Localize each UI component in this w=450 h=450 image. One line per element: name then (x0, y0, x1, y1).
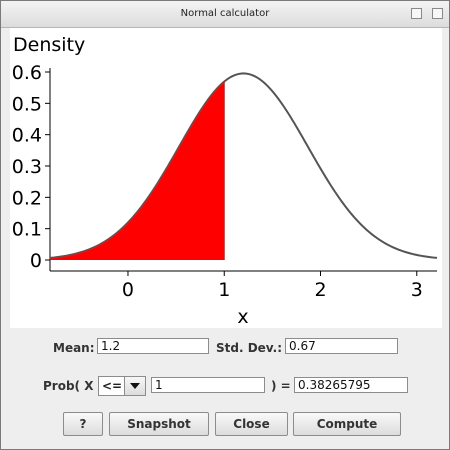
operator-select[interactable]: <= (98, 376, 146, 396)
density-chart: Density x 0 0.1 0.2 0.3 0.4 0.5 0.6 0 1 2 3 (12, 34, 438, 328)
calculator-form: Mean: Std. Dev.: Prob( X <= ) = ? Snapsh… (1, 328, 449, 449)
y-tick-label: 0 (30, 250, 42, 272)
x-tick-label: 2 (314, 279, 326, 301)
equals-label: ) = (271, 379, 291, 393)
mean-label: Mean: (53, 341, 95, 355)
compute-button[interactable]: Compute (293, 412, 401, 436)
operator-value: <= (102, 379, 123, 393)
mean-input[interactable] (97, 338, 209, 354)
snapshot-button[interactable]: Snapshot (109, 412, 209, 436)
x-axis-label: x (237, 306, 248, 328)
dropdown-arrow-icon[interactable] (124, 377, 145, 395)
y-tick-label: 0.1 (12, 219, 42, 241)
result-field[interactable] (294, 377, 408, 393)
shaded-probability-area (50, 81, 225, 260)
y-tick-label: 0.5 (12, 93, 42, 115)
y-axis-label: Density (13, 34, 85, 56)
density-curve (49, 72, 438, 259)
help-button[interactable]: ? (63, 412, 103, 436)
window-title: Normal calculator (180, 8, 270, 19)
title-bar[interactable]: Normal calculator (1, 1, 449, 28)
y-tick-label: 0.6 (12, 62, 42, 84)
density-plot: Density x 0 0.1 0.2 0.3 0.4 0.5 0.6 0 1 2 3 (10, 28, 442, 328)
x-value-input[interactable] (151, 377, 265, 393)
y-tick-label: 0.4 (12, 125, 42, 147)
y-tick-label: 0.3 (12, 156, 42, 178)
minimize-button[interactable] (411, 8, 422, 19)
close-button[interactable]: Close (215, 412, 288, 436)
x-tick-label: 0 (122, 279, 134, 301)
y-tick-label: 0.2 (12, 187, 42, 209)
std-dev-label: Std. Dev.: (216, 341, 283, 355)
std-dev-input[interactable] (285, 338, 398, 354)
maximize-button[interactable] (432, 8, 443, 19)
x-tick-label: 3 (411, 279, 423, 301)
x-tick-label: 1 (218, 279, 230, 301)
prob-label: Prob( X (43, 379, 94, 393)
